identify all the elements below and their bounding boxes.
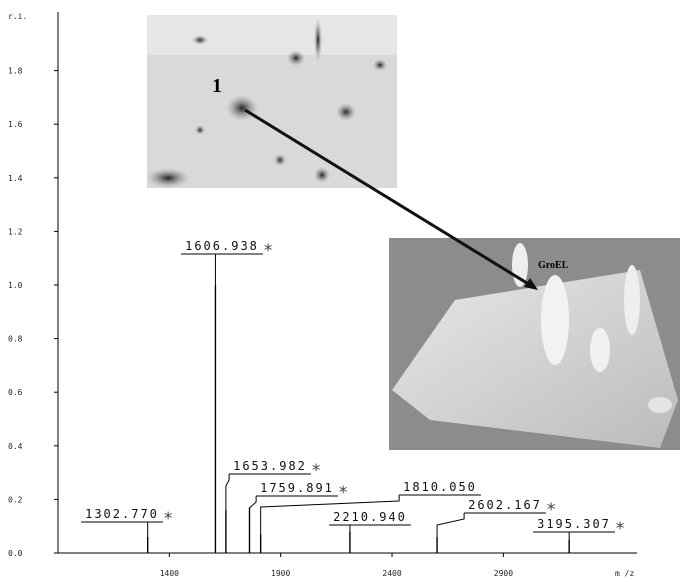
y-tick-label: 1.6	[8, 120, 23, 129]
y-tick-label: 0.0	[8, 549, 23, 558]
y-tick-label: 0.8	[8, 335, 23, 344]
peak-label: 1759.891	[260, 481, 334, 495]
x-tick-label: 2900	[494, 569, 513, 578]
y-tick-label: 0.2	[8, 495, 23, 504]
y-tick-label: 0.6	[8, 388, 23, 397]
label-leader	[437, 513, 464, 537]
peak-label: 1302.770	[85, 507, 159, 521]
y-axis-label: r.i.	[8, 12, 27, 21]
y-tick-label: 0.4	[8, 442, 23, 451]
y-tick-label: 1.4	[8, 174, 23, 183]
star: *	[164, 509, 173, 529]
peak-label: 1606.938	[185, 239, 259, 253]
peak-label: 2210.940	[333, 510, 407, 524]
peak-label: 3195.307	[537, 517, 611, 531]
x-axis-label: m /z	[615, 569, 634, 578]
star: *	[264, 241, 273, 261]
peak-label: 1653.982	[233, 459, 307, 473]
y-tick-label: 1.0	[8, 281, 23, 290]
x-tick-label: 1900	[271, 569, 290, 578]
surface-label: GroEL	[538, 260, 569, 271]
star: *	[616, 519, 625, 539]
star: *	[339, 483, 348, 503]
peak-label: 2602.167	[468, 498, 542, 512]
label-leader	[249, 496, 256, 508]
surface-image	[389, 238, 680, 450]
peak-label: 1810.050	[403, 480, 477, 494]
chart: 1 GroEL r.i. m /z 0.0 0.2 0.4 0.6 0.8 1.0 1.2 1…	[0, 0, 680, 582]
x-tick-label: 1400	[160, 569, 179, 578]
star: *	[312, 461, 321, 481]
x-tick-label: 2400	[382, 569, 401, 578]
spot-label: 1	[212, 75, 222, 97]
gel-image	[146, 15, 397, 188]
y-tick-label: 1.2	[8, 227, 23, 236]
y-tick-label: 1.8	[8, 67, 23, 76]
label-leader	[226, 474, 229, 510]
